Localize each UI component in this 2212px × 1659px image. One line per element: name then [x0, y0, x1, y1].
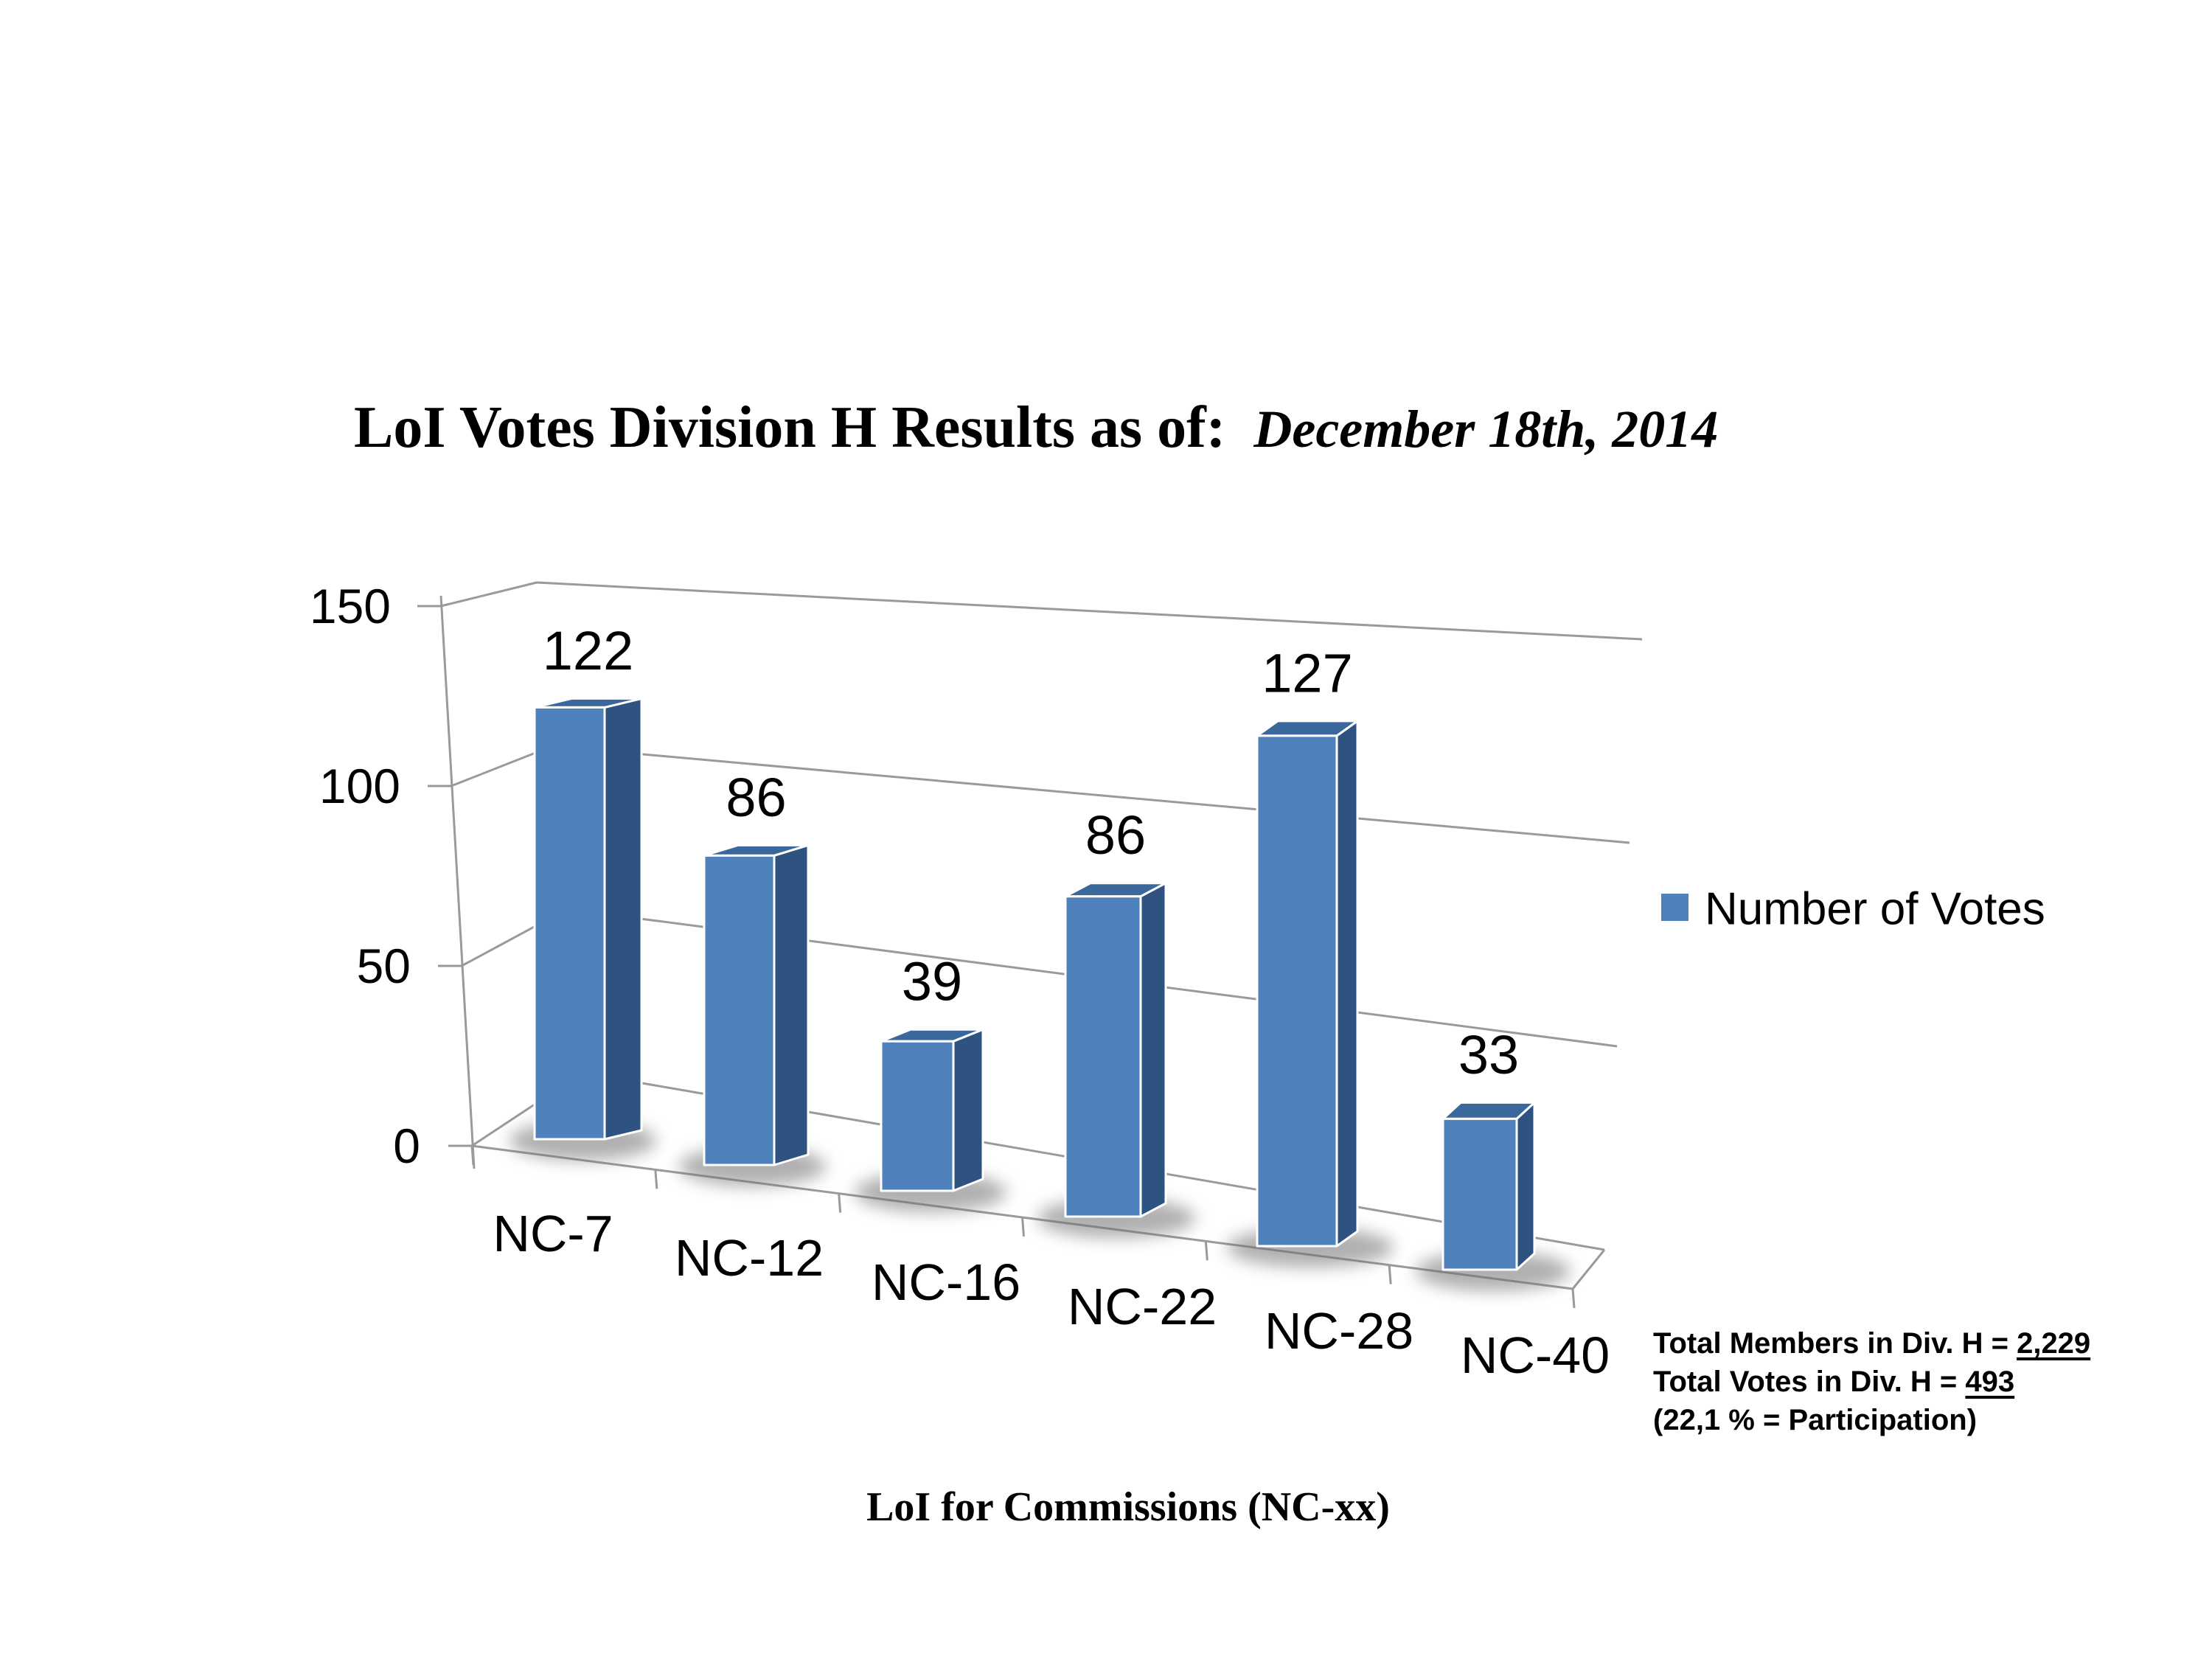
- data-label-NC-7: 122: [543, 620, 633, 681]
- data-label-NC-12: 86: [726, 767, 786, 828]
- category-label-NC-16: NC-16: [872, 1253, 1020, 1311]
- y-tick-label: 0: [393, 1119, 420, 1173]
- footnote-votes-value: 493: [1965, 1366, 2015, 1398]
- bar-front-face: [1441, 1117, 1518, 1271]
- bar-NC-12: [703, 844, 810, 1166]
- bar-side-face: [773, 844, 810, 1166]
- chart-title-main: LoI Votes Division H Results as of:: [354, 395, 1226, 460]
- bars-group: [509, 697, 1571, 1291]
- category-tick: [1204, 1241, 1208, 1261]
- category-tick: [654, 1169, 658, 1189]
- footnote-line-votes: Total Votes in Div. H = 493: [1653, 1363, 2090, 1401]
- footnote-members-value: 2,229: [2017, 1327, 2091, 1360]
- bar-NC-16: [880, 1028, 984, 1192]
- category-label-NC-7: NC-7: [493, 1205, 613, 1262]
- bar-side-face: [1335, 720, 1359, 1248]
- data-label-NC-28: 127: [1262, 642, 1352, 703]
- category-label-NC-40: NC-40: [1461, 1326, 1610, 1384]
- category-tick: [838, 1193, 842, 1213]
- bar-front-face: [1064, 895, 1142, 1218]
- footnote-members-text: Total Members in Div. H =: [1653, 1327, 2017, 1360]
- x-axis-title: LoI for Commissions (NC-xx): [866, 1484, 1390, 1530]
- y-tick-label: 50: [357, 939, 411, 993]
- bar-side-face: [952, 1028, 984, 1192]
- bar-side-face: [603, 697, 643, 1141]
- y-tick-label: 100: [319, 759, 400, 813]
- footnote-votes-text: Total Votes in Div. H =: [1653, 1366, 1966, 1398]
- bar-front-face: [533, 706, 606, 1141]
- category-tick: [1571, 1288, 1576, 1309]
- bar-side-face: [1515, 1101, 1536, 1271]
- category-tick: [470, 1145, 475, 1166]
- chart-title-date: December 18th, 2014: [1253, 400, 1719, 459]
- chart-title: LoI Votes Division H Results as of: Dece…: [354, 394, 1718, 462]
- legend-group: Number of Votes: [1661, 884, 2045, 935]
- footnote-block: Total Members in Div. H = 2,229 Total Vo…: [1653, 1324, 2090, 1439]
- bar-NC-40: [1441, 1101, 1536, 1271]
- category-label-NC-22: NC-22: [1068, 1278, 1217, 1335]
- bar-NC-22: [1064, 882, 1167, 1218]
- bar-front-face: [703, 854, 776, 1166]
- data-label-NC-40: 33: [1458, 1024, 1519, 1085]
- bar-NC-28: [1256, 720, 1359, 1248]
- footnote-line-members: Total Members in Div. H = 2,229: [1653, 1324, 2090, 1363]
- category-tick: [1021, 1217, 1025, 1237]
- data-label-NC-22: 86: [1085, 804, 1146, 866]
- legend-swatch: [1661, 894, 1688, 921]
- bar-side-face: [1139, 882, 1167, 1218]
- legend-label: Number of Votes: [1705, 884, 2045, 935]
- category-label-NC-28: NC-28: [1265, 1302, 1413, 1360]
- gridline-150: [440, 581, 1643, 641]
- bar-front-face: [880, 1040, 955, 1192]
- labels-group: 122 86 39 86 127 33 150 100 50 0 NC-7 NC-12 NC-16 NC-…: [310, 579, 1610, 1384]
- footnote-participation-text: (22,1 % = Participation): [1653, 1404, 1978, 1436]
- y-tick-label: 150: [310, 579, 391, 633]
- footnote-line-participation: (22,1 % = Participation): [1653, 1401, 2090, 1439]
- bar-NC-7: [533, 697, 643, 1141]
- category-tick: [1388, 1265, 1392, 1284]
- bar-top-face: [1441, 1101, 1536, 1120]
- value-axis: [439, 595, 476, 1169]
- bar-front-face: [1256, 734, 1338, 1248]
- data-label-NC-16: 39: [902, 951, 962, 1012]
- category-label-NC-12: NC-12: [675, 1229, 824, 1287]
